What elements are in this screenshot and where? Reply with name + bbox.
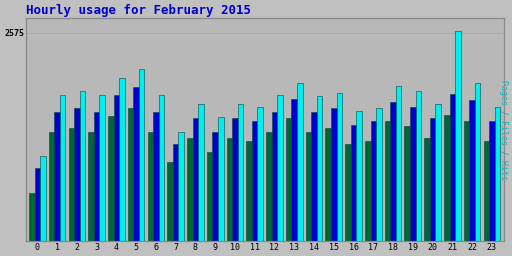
Bar xyxy=(35,168,40,241)
Bar xyxy=(232,118,238,241)
Bar xyxy=(371,121,376,241)
Bar xyxy=(94,112,99,241)
Bar xyxy=(416,91,421,241)
Bar xyxy=(483,141,489,241)
Bar xyxy=(306,132,311,241)
Bar xyxy=(252,121,258,241)
Bar xyxy=(278,95,283,241)
Bar xyxy=(272,112,278,241)
Bar xyxy=(74,108,80,241)
Bar xyxy=(336,93,342,241)
Bar xyxy=(258,107,263,241)
Bar xyxy=(331,108,336,241)
Bar xyxy=(99,95,105,241)
Bar xyxy=(345,144,351,241)
Y-axis label: Pages / Files / Hits: Pages / Files / Hits xyxy=(499,80,508,180)
Bar xyxy=(119,78,125,241)
Bar xyxy=(376,108,381,241)
Bar xyxy=(356,111,362,241)
Bar xyxy=(159,95,164,241)
Bar xyxy=(227,137,232,241)
Bar xyxy=(128,108,134,241)
Bar xyxy=(246,141,252,241)
Bar xyxy=(212,132,218,241)
Bar xyxy=(238,103,243,241)
Bar xyxy=(40,156,46,241)
Bar xyxy=(291,100,297,241)
Bar xyxy=(153,112,159,241)
Bar xyxy=(450,94,455,241)
Bar xyxy=(266,132,272,241)
Bar xyxy=(365,141,371,241)
Bar xyxy=(147,132,153,241)
Text: Hourly usage for February 2015: Hourly usage for February 2015 xyxy=(26,4,250,17)
Bar xyxy=(435,103,441,241)
Bar xyxy=(80,91,85,241)
Bar xyxy=(49,132,54,241)
Bar xyxy=(430,118,435,241)
Bar xyxy=(311,112,317,241)
Bar xyxy=(173,144,179,241)
Bar xyxy=(396,86,401,241)
Bar xyxy=(179,132,184,241)
Bar xyxy=(495,107,500,241)
Bar xyxy=(114,95,119,241)
Bar xyxy=(218,117,224,241)
Bar xyxy=(207,152,212,241)
Bar xyxy=(385,121,390,241)
Bar xyxy=(139,69,144,241)
Bar xyxy=(317,96,322,241)
Bar xyxy=(60,95,66,241)
Bar xyxy=(444,115,450,241)
Bar xyxy=(475,83,480,241)
Bar xyxy=(297,83,303,241)
Bar xyxy=(69,128,74,241)
Bar xyxy=(286,118,291,241)
Bar xyxy=(410,107,416,241)
Bar xyxy=(89,132,94,241)
Bar xyxy=(29,193,35,241)
Bar xyxy=(193,118,198,241)
Bar xyxy=(489,121,495,241)
Bar xyxy=(404,126,410,241)
Bar xyxy=(187,137,193,241)
Bar xyxy=(455,30,461,241)
Bar xyxy=(390,102,396,241)
Bar xyxy=(54,112,60,241)
Bar xyxy=(198,103,204,241)
Bar xyxy=(108,116,114,241)
Bar xyxy=(464,121,470,241)
Bar xyxy=(134,87,139,241)
Bar xyxy=(326,128,331,241)
Bar xyxy=(167,162,173,241)
Bar xyxy=(424,137,430,241)
Bar xyxy=(470,100,475,241)
Bar xyxy=(351,125,356,241)
